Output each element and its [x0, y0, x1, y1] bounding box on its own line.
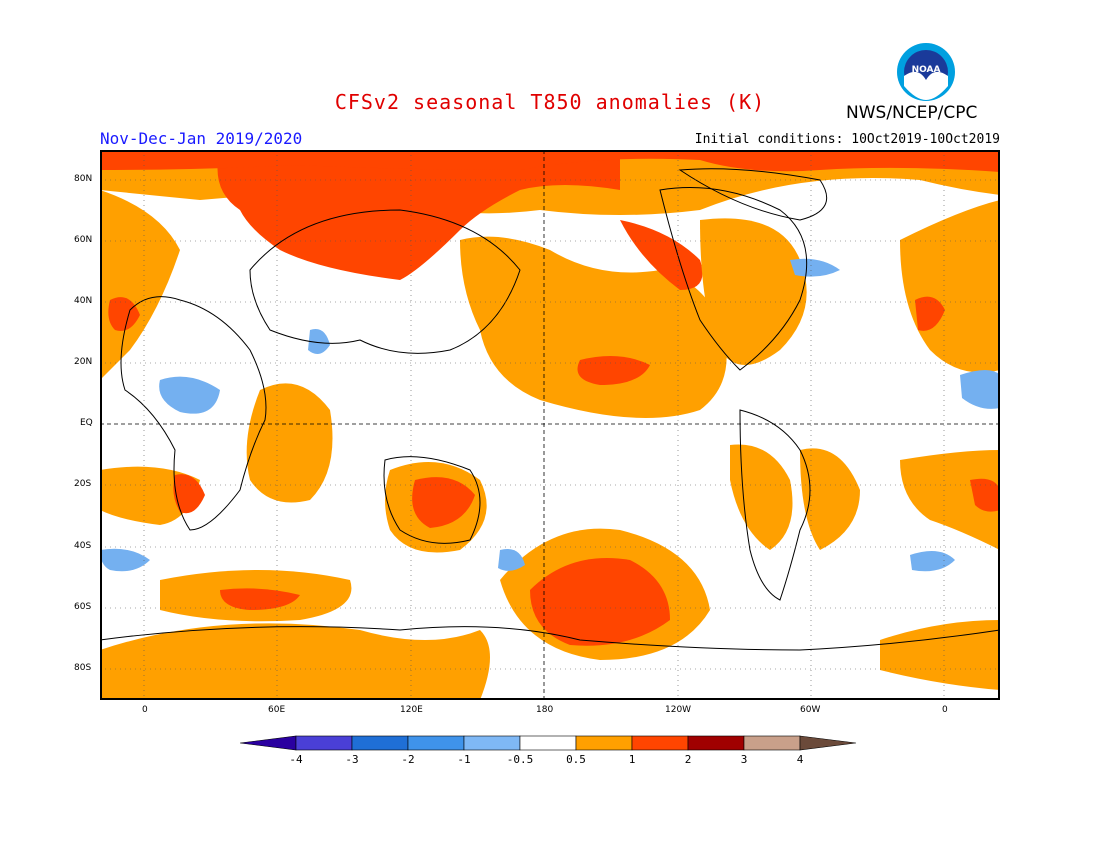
legend-swatch: [407, 735, 465, 751]
legend-swatch: [575, 735, 633, 751]
color-legend: -4 -3 -2 -1 -0.5 0.5 1 2 3 4: [240, 735, 857, 766]
lat-label: 60S: [74, 602, 92, 612]
legend-swatch: [631, 735, 689, 751]
lat-label: 40S: [74, 541, 92, 551]
legend-swatch: [463, 735, 521, 751]
legend-swatch: [519, 735, 577, 751]
lon-label: 120E: [400, 705, 423, 715]
lon-label: 180: [536, 705, 554, 715]
lat-label: 80N: [74, 174, 93, 184]
lon-label: 0: [142, 705, 148, 715]
lon-label: 60W: [800, 705, 821, 715]
lat-label: 40N: [74, 296, 93, 306]
chart-title: CFSv2 seasonal T850 anomalies (K): [334, 90, 766, 114]
lat-label: EQ: [80, 418, 93, 428]
noaa-logo: NOAA: [897, 43, 955, 101]
lon-label: 120W: [665, 705, 692, 715]
lat-label: 20N: [74, 357, 93, 367]
initial-conditions: Initial conditions: 10Oct2019-10Oct2019: [694, 132, 1000, 147]
legend-label: -3: [345, 753, 358, 766]
lat-label: 80S: [74, 663, 92, 673]
svg-text:NOAA: NOAA: [912, 65, 941, 75]
legend-swatch: [351, 735, 409, 751]
legend-label: 1: [629, 753, 636, 766]
lon-label: 0: [942, 705, 948, 715]
lat-label: 20S: [74, 479, 92, 489]
legend-swatch: [687, 735, 745, 751]
legend-label: 2: [685, 753, 692, 766]
legend-labels: -4 -3 -2 -1 -0.5 0.5 1 2 3 4: [289, 753, 803, 766]
legend-swatch: [240, 735, 297, 751]
legend-swatches: [240, 735, 857, 751]
anomaly-map: [100, 150, 1000, 700]
legend-swatch: [295, 735, 353, 751]
legend-label: 3: [741, 753, 748, 766]
forecast-period: Nov-Dec-Jan 2019/2020: [100, 129, 303, 148]
agency-label: NWS/NCEP/CPC: [846, 103, 978, 123]
lat-label: 60N: [74, 235, 93, 245]
legend-label: -0.5: [507, 753, 534, 766]
legend-label: 0.5: [566, 753, 586, 766]
legend-swatch: [799, 735, 857, 751]
legend-label: 4: [797, 753, 804, 766]
lon-label: 60E: [268, 705, 286, 715]
legend-swatch: [743, 735, 801, 751]
legend-label: -2: [401, 753, 414, 766]
legend-label: -1: [457, 753, 470, 766]
legend-label: -4: [289, 753, 303, 766]
